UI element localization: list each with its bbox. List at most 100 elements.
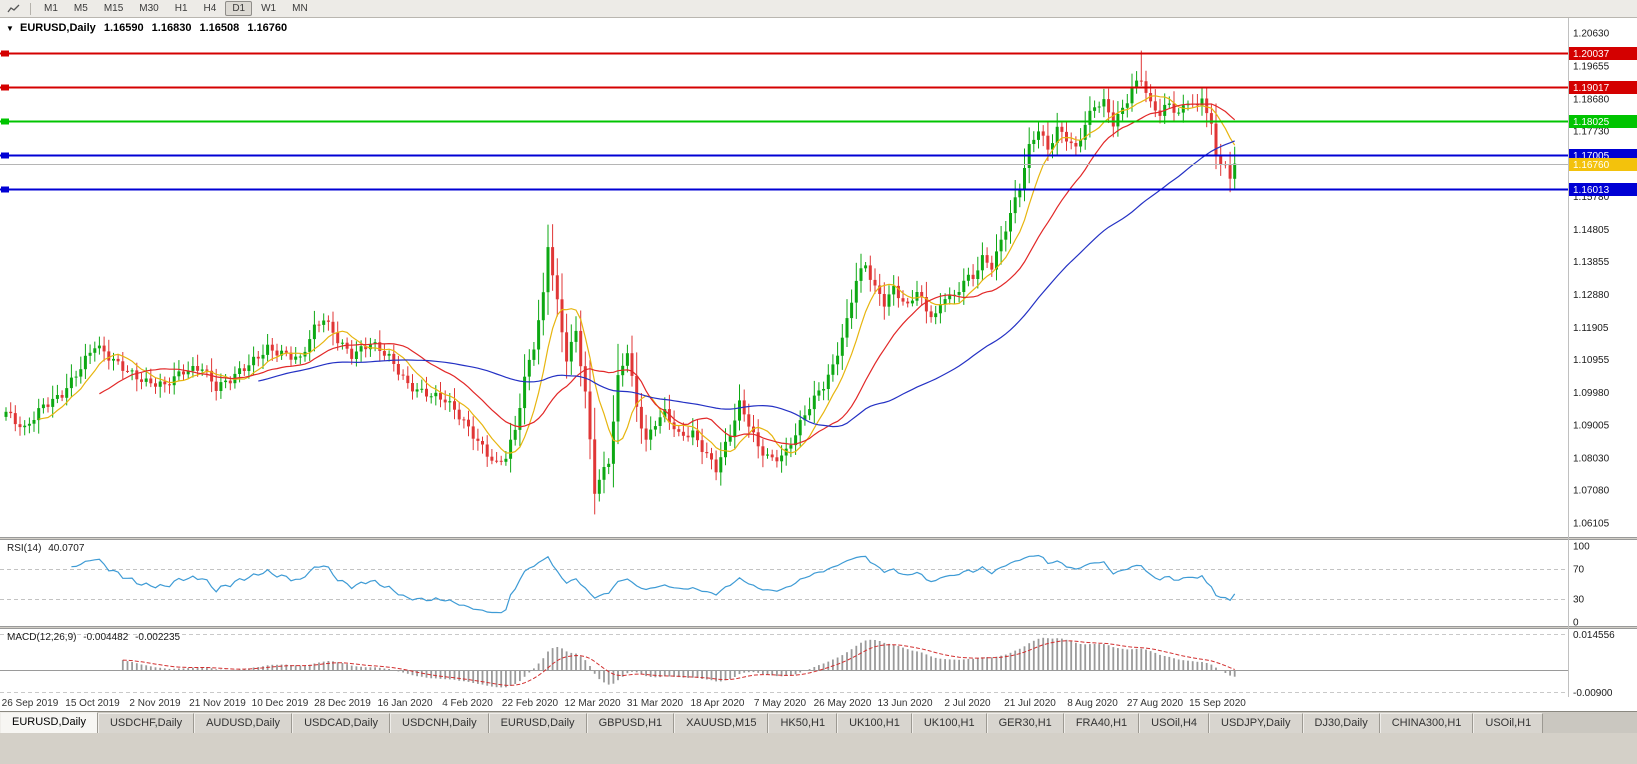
timeframe-m30[interactable]: M30	[139, 3, 159, 14]
tab-audusd-daily-2[interactable]: AUDUSD,Daily	[194, 713, 293, 733]
status-strip	[0, 733, 1637, 764]
svg-text:1.18025: 1.18025	[1573, 117, 1610, 128]
tab-usdcad-daily-3[interactable]: USDCAD,Daily	[292, 713, 391, 733]
svg-text:1.12880: 1.12880	[1573, 290, 1610, 301]
date-label: 31 Mar 2020	[626, 698, 684, 709]
chart-title: ▼ EURUSD,Daily 1.16590 1.16830 1.16508 1…	[6, 22, 292, 34]
date-label: 26 Sep 2019	[1, 698, 59, 709]
tab-china300-h1-16[interactable]: CHINA300,H1	[1379, 713, 1474, 733]
svg-text:1.11905: 1.11905	[1573, 323, 1609, 334]
svg-text:1.06105: 1.06105	[1573, 519, 1610, 530]
timeframe-m1[interactable]: M1	[44, 3, 58, 14]
svg-text:1.19655: 1.19655	[1573, 61, 1610, 72]
date-label: 10 Dec 2019	[251, 698, 309, 709]
timeframe-buttons: M1 M5 M15 M30 H1 H4 D1 W1 MN	[36, 1, 316, 16]
svg-text:1.19017: 1.19017	[1573, 83, 1610, 94]
chart-line-icon[interactable]	[3, 2, 25, 16]
date-label: 15 Oct 2019	[65, 698, 120, 709]
toolbar-separator	[30, 2, 31, 15]
price-axis[interactable]	[1568, 18, 1637, 697]
tab-eurusd-daily-0[interactable]: EURUSD,Daily	[0, 712, 98, 733]
tab-uk100-h1-10[interactable]: UK100,H1	[911, 713, 987, 733]
svg-text:1.15780: 1.15780	[1573, 192, 1610, 203]
rsi-label: RSI(14) 40.0707	[7, 543, 88, 554]
tab-fra40-h1-12[interactable]: FRA40,H1	[1063, 713, 1140, 733]
svg-text:1.07080: 1.07080	[1573, 486, 1610, 497]
macd-value: -0.004482	[83, 632, 129, 643]
macd-name: MACD(12,26,9)	[7, 632, 77, 643]
svg-text:1.09980: 1.09980	[1573, 388, 1610, 399]
svg-text:30: 30	[1573, 595, 1585, 606]
date-label: 15 Sep 2020	[1189, 698, 1246, 709]
rsi-name: RSI(14)	[7, 543, 42, 554]
rsi-value: 40.0707	[48, 543, 85, 554]
svg-text:0.014556: 0.014556	[1573, 630, 1615, 641]
date-label: 8 Aug 2020	[1067, 698, 1118, 709]
macd-label: MACD(12,26,9) -0.004482 -0.002235	[7, 632, 184, 643]
macd-signal-value: -0.002235	[135, 632, 181, 643]
date-label: 27 Aug 2020	[1126, 698, 1184, 709]
date-label: 2 Nov 2019	[129, 698, 181, 709]
svg-text:1.08030: 1.08030	[1573, 454, 1610, 465]
svg-text:1.09005: 1.09005	[1573, 421, 1610, 432]
svg-text:1.18680: 1.18680	[1573, 94, 1610, 105]
tab-ger30-h1-11[interactable]: GER30,H1	[986, 713, 1064, 733]
svg-text:70: 70	[1573, 564, 1585, 575]
tab-dj30-daily-15[interactable]: DJ30,Daily	[1302, 713, 1380, 733]
date-label: 22 Feb 2020	[501, 698, 559, 709]
time-axis[interactable]: 26 Sep 2019 15 Oct 2019 2 Nov 2019 21 Nov 2…	[0, 697, 1568, 711]
timeframe-m15[interactable]: M15	[103, 3, 124, 14]
svg-text:1.20630: 1.20630	[1573, 29, 1610, 40]
svg-text:1.10955: 1.10955	[1573, 355, 1610, 366]
date-label: 28 Dec 2019	[314, 698, 371, 709]
zigzag-icon	[7, 4, 20, 12]
timeframe-h4[interactable]: H4	[203, 3, 217, 14]
timeframe-mn[interactable]: MN	[292, 3, 308, 14]
svg-text:0: 0	[1573, 618, 1579, 629]
svg-text:1.20037: 1.20037	[1573, 49, 1610, 60]
date-label: 26 May 2020	[813, 698, 872, 709]
svg-text:-0.00900: -0.00900	[1573, 688, 1613, 697]
chart-window[interactable]: 1.206301.196551.186801.177301.167551.157…	[0, 18, 1637, 711]
chart-dropdown-icon[interactable]: ▼	[6, 24, 14, 33]
svg-text:100: 100	[1573, 542, 1590, 553]
tab-xauusd-m15-7[interactable]: XAUUSD,M15	[674, 713, 769, 733]
tab-gbpusd-h1-6[interactable]: GBPUSD,H1	[586, 713, 675, 733]
chart-tabs: EURUSD,Daily USDCHF,Daily AUDUSD,Daily USDC…	[0, 711, 1637, 733]
date-label: 12 Mar 2020	[564, 698, 621, 709]
tab-usoil-h1-17[interactable]: USOil,H1	[1473, 713, 1544, 733]
tab-usdjpy-daily-14[interactable]: USDJPY,Daily	[1209, 713, 1303, 733]
timeframe-w1[interactable]: W1	[261, 3, 277, 14]
timeframe-h1[interactable]: H1	[174, 3, 188, 14]
svg-text:1.14805: 1.14805	[1573, 225, 1610, 236]
tab-usdchf-daily-1[interactable]: USDCHF,Daily	[97, 713, 195, 733]
date-label: 4 Feb 2020	[442, 698, 493, 709]
date-label: 13 Jun 2020	[877, 698, 933, 709]
date-label: 2 Jul 2020	[944, 698, 991, 709]
tab-hk50-h1-8[interactable]: HK50,H1	[768, 713, 838, 733]
svg-text:1.17005: 1.17005	[1573, 151, 1610, 162]
ohlc-low: 1.16508	[199, 22, 240, 34]
price-chart-canvas[interactable]: 1.206301.196551.186801.177301.167551.157…	[0, 18, 1637, 697]
svg-text:1.16013: 1.16013	[1573, 185, 1610, 196]
date-label: 21 Nov 2019	[189, 698, 246, 709]
timeframe-m5[interactable]: M5	[73, 3, 88, 14]
svg-text:1.13855: 1.13855	[1573, 257, 1610, 268]
svg-text:1.16760: 1.16760	[1573, 160, 1610, 171]
toolbar: M1 M5 M15 M30 H1 H4 D1 W1 MN	[0, 0, 1637, 18]
date-label: 18 Apr 2020	[690, 698, 745, 709]
date-label: 7 May 2020	[753, 698, 807, 709]
date-label: 21 Jul 2020	[1004, 698, 1056, 709]
ohlc-close: 1.16760	[247, 22, 288, 34]
tab-uk100-h1-9[interactable]: UK100,H1	[837, 713, 912, 733]
tab-usdcnh-daily-4[interactable]: USDCNH,Daily	[390, 713, 489, 733]
tab-eurusd-daily-5[interactable]: EURUSD,Daily	[488, 713, 587, 733]
ohlc-open: 1.16590	[103, 22, 144, 34]
timeframe-d1[interactable]: D1	[225, 1, 253, 16]
svg-text:1.17730: 1.17730	[1573, 126, 1610, 137]
date-label: 16 Jan 2020	[377, 698, 433, 709]
chart-symbol-label: EURUSD,Daily	[19, 22, 96, 34]
tab-usoil-h4-13[interactable]: USOil,H4	[1139, 713, 1210, 733]
ohlc-high: 1.16830	[151, 22, 192, 34]
